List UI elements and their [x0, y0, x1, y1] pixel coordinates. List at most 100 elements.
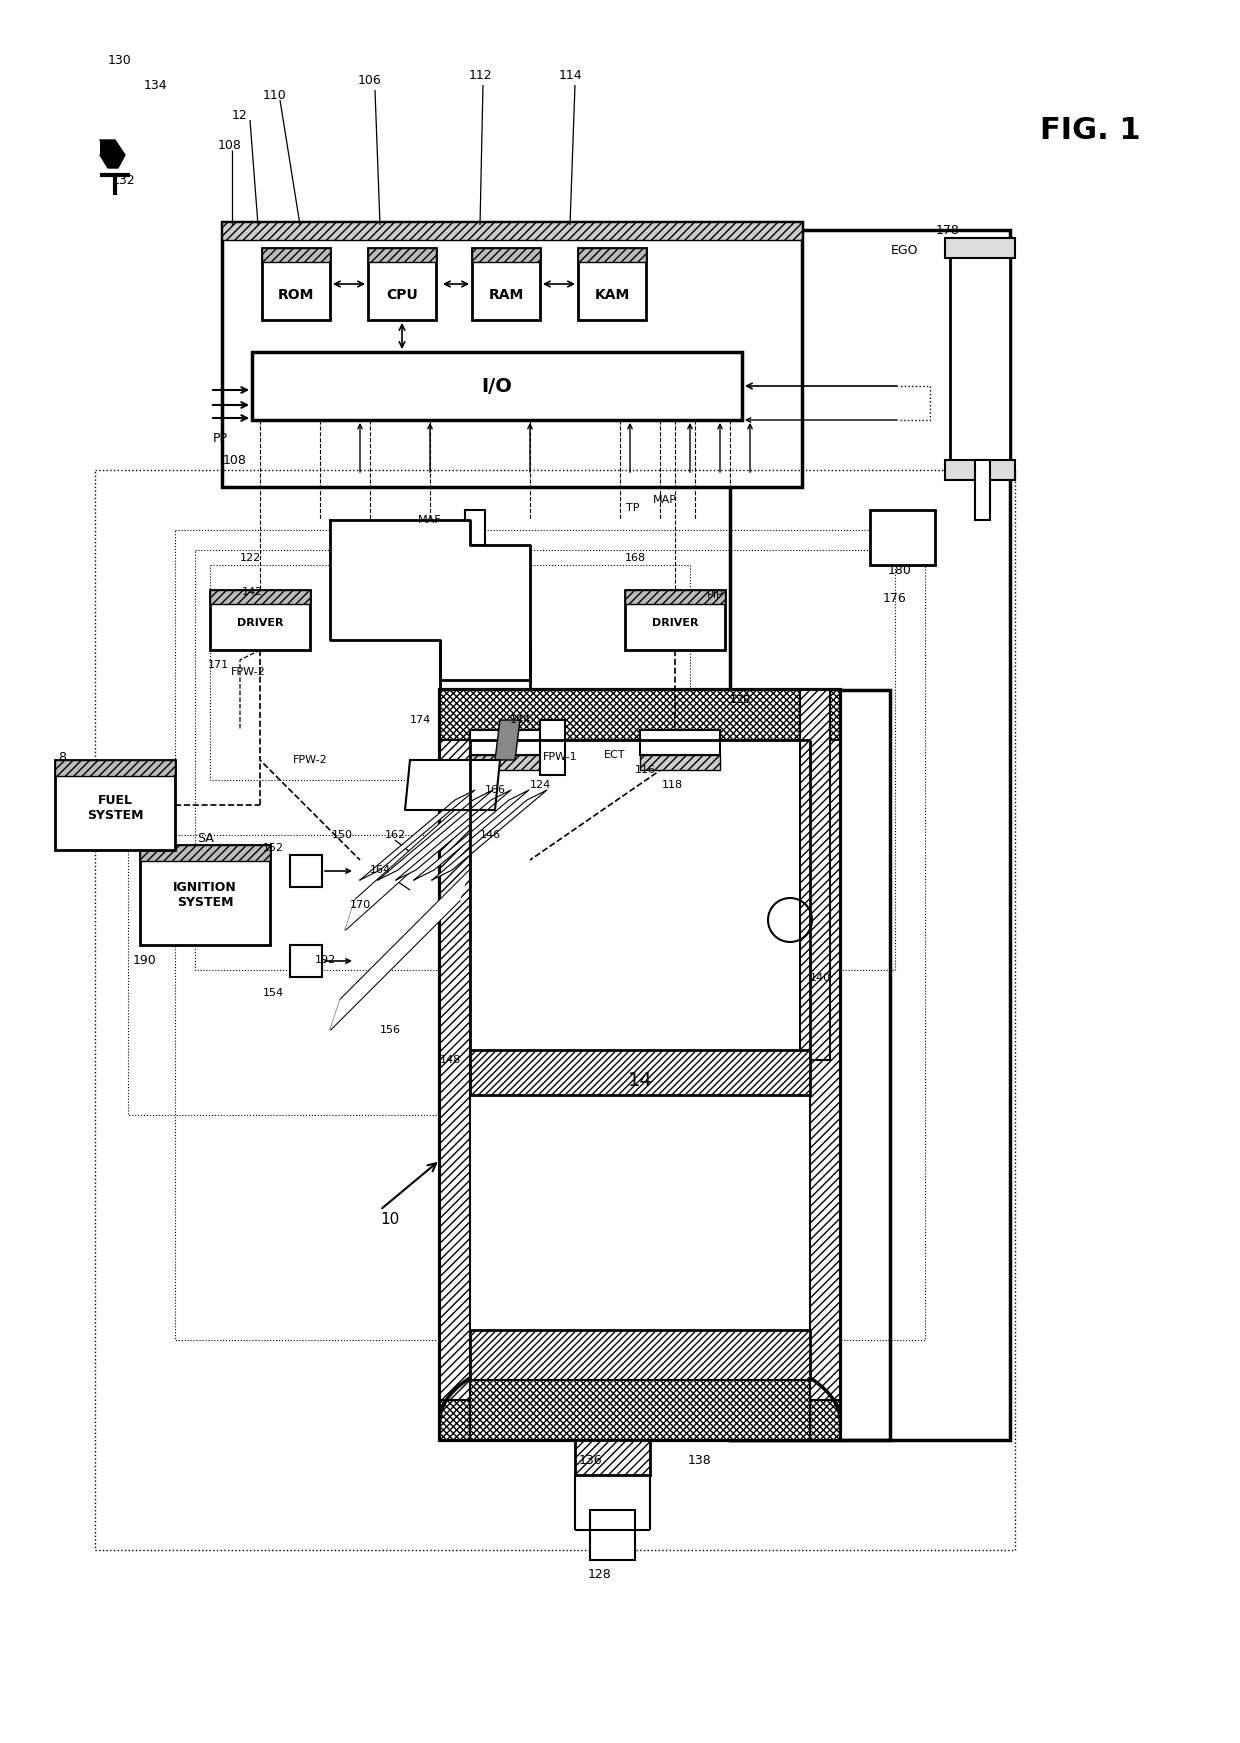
Bar: [470, 730, 551, 755]
Text: 148: 148: [439, 1055, 460, 1065]
Bar: [470, 1049, 810, 1095]
Polygon shape: [432, 790, 547, 880]
Text: 118: 118: [661, 781, 682, 790]
Text: ROM: ROM: [278, 288, 314, 302]
Text: TP: TP: [626, 504, 640, 512]
Text: 134: 134: [143, 78, 167, 91]
Text: 108: 108: [223, 453, 247, 467]
Text: 168: 168: [625, 553, 646, 563]
Bar: [128, 835, 438, 1116]
Text: DRIVER: DRIVER: [237, 619, 283, 627]
Bar: [945, 239, 1016, 258]
Bar: [175, 530, 925, 1340]
Text: RAM: RAM: [489, 288, 523, 302]
Bar: [330, 519, 470, 640]
Polygon shape: [495, 720, 520, 760]
Polygon shape: [345, 770, 500, 931]
Bar: [945, 460, 1016, 479]
Bar: [950, 241, 1011, 460]
Bar: [368, 248, 436, 321]
Text: DRIVER: DRIVER: [652, 619, 698, 627]
Text: 162: 162: [384, 830, 405, 840]
Text: 142: 142: [242, 587, 263, 598]
Text: 14: 14: [627, 1070, 652, 1089]
Text: IGNITION
SYSTEM: IGNITION SYSTEM: [174, 880, 237, 910]
Bar: [470, 755, 551, 770]
Text: PIP: PIP: [707, 589, 723, 600]
Text: 150: 150: [331, 830, 352, 840]
Bar: [95, 471, 1016, 1550]
Text: 114: 114: [558, 68, 582, 82]
Bar: [590, 1509, 635, 1560]
Text: 112: 112: [469, 68, 492, 82]
Text: EGO: EGO: [892, 244, 919, 256]
Text: 171: 171: [207, 661, 228, 669]
Text: 132: 132: [112, 174, 135, 187]
Bar: [470, 1380, 810, 1440]
Bar: [55, 760, 175, 851]
Text: 140: 140: [810, 973, 831, 983]
Polygon shape: [330, 519, 529, 680]
Text: 138: 138: [688, 1454, 712, 1466]
Bar: [730, 230, 1011, 1440]
Polygon shape: [405, 760, 500, 810]
Bar: [472, 248, 539, 321]
Text: 12: 12: [232, 108, 248, 122]
Bar: [210, 589, 310, 605]
Text: FPW-2: FPW-2: [231, 668, 265, 676]
Bar: [625, 589, 725, 650]
Text: ECT: ECT: [604, 749, 626, 760]
Text: FPW-1: FPW-1: [543, 751, 578, 762]
Bar: [290, 856, 322, 887]
Polygon shape: [330, 870, 470, 1030]
Text: PP: PP: [212, 432, 227, 444]
Text: CPU: CPU: [386, 288, 418, 302]
Text: 110: 110: [263, 89, 286, 101]
Bar: [262, 248, 330, 321]
Bar: [470, 1330, 810, 1380]
Bar: [440, 690, 839, 1440]
Bar: [975, 460, 990, 519]
Text: FUEL
SYSTEM: FUEL SYSTEM: [87, 795, 144, 823]
Text: MAF: MAF: [418, 514, 441, 525]
Text: SA: SA: [197, 831, 213, 845]
Bar: [368, 248, 436, 261]
Polygon shape: [414, 790, 529, 880]
Bar: [440, 690, 470, 1440]
Bar: [222, 221, 802, 486]
Text: 176: 176: [883, 591, 906, 605]
Bar: [262, 248, 330, 261]
Polygon shape: [100, 139, 125, 167]
Bar: [578, 248, 646, 261]
Bar: [625, 589, 725, 605]
Text: 154: 154: [263, 988, 284, 999]
Polygon shape: [378, 790, 494, 880]
Text: 180: 180: [888, 563, 911, 577]
Text: 164: 164: [370, 865, 391, 875]
Bar: [140, 845, 270, 861]
Text: 120: 120: [729, 695, 750, 704]
Bar: [810, 690, 839, 1440]
Text: FPW-2: FPW-2: [293, 755, 327, 765]
Bar: [140, 845, 270, 945]
Bar: [252, 352, 742, 420]
Text: 106: 106: [358, 73, 382, 87]
Text: 108: 108: [218, 138, 242, 152]
Text: MAP: MAP: [653, 495, 677, 505]
Bar: [440, 690, 839, 741]
Bar: [480, 1386, 800, 1440]
Text: 178: 178: [936, 223, 960, 237]
Text: 8: 8: [58, 751, 66, 763]
Polygon shape: [396, 790, 511, 880]
Bar: [210, 589, 310, 650]
Text: I/O: I/O: [481, 376, 512, 396]
Bar: [539, 720, 565, 776]
Bar: [640, 730, 720, 755]
Bar: [730, 690, 890, 1440]
Text: 166: 166: [485, 784, 506, 795]
Text: 124: 124: [529, 781, 551, 790]
Bar: [472, 248, 539, 261]
Text: 144: 144: [510, 715, 531, 725]
Text: 10: 10: [381, 1213, 399, 1227]
Text: 174: 174: [409, 715, 430, 725]
